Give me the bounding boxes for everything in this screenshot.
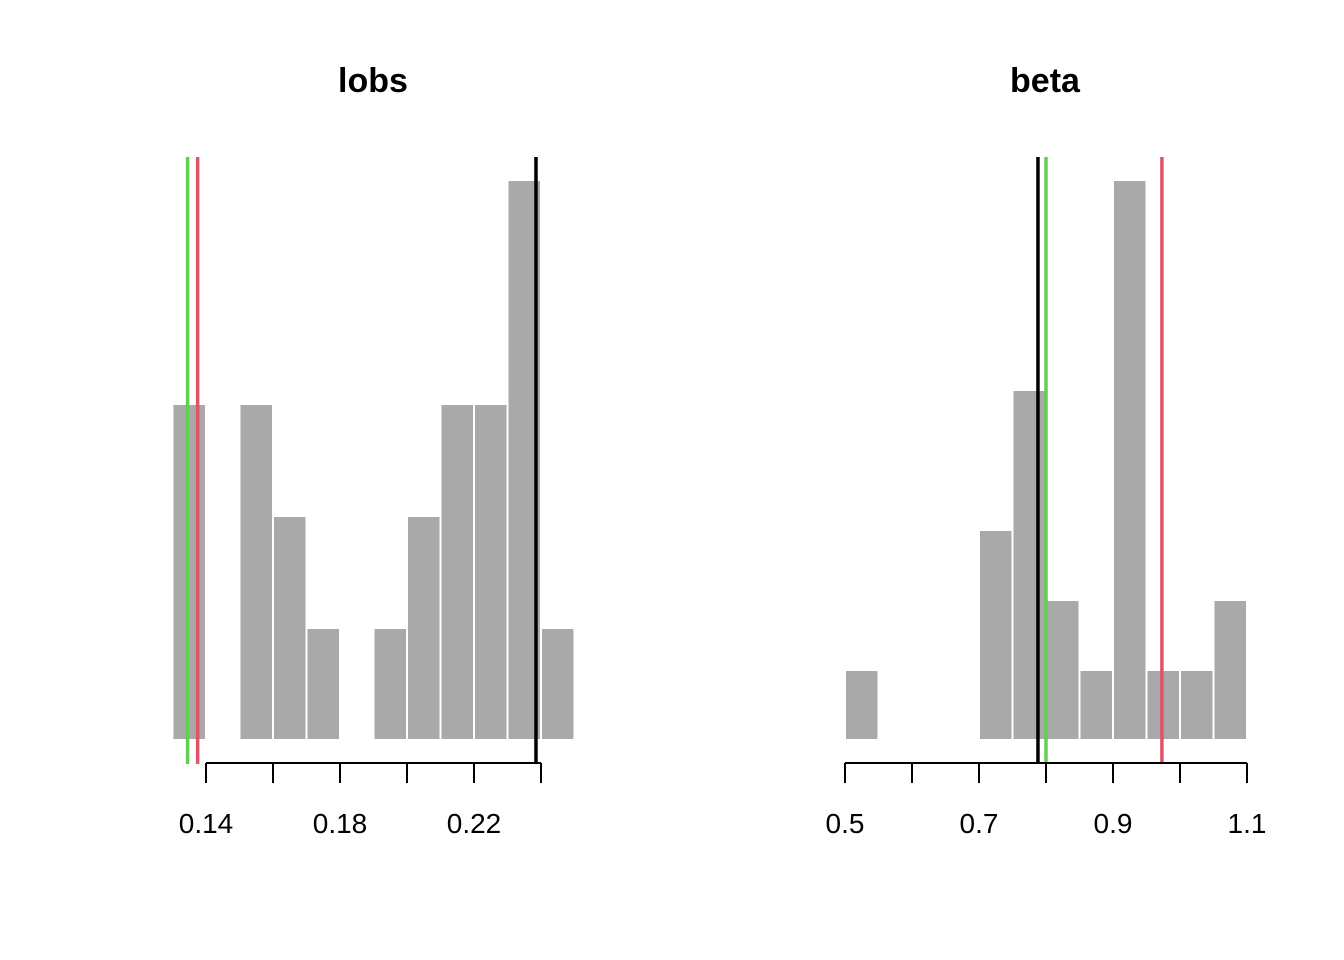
reference-lines-beta	[1036, 157, 1164, 764]
histogram-bar-lobs-7	[406, 515, 442, 741]
histogram-bar-beta-7	[1078, 669, 1114, 741]
panel-lobs: lobs 0.14 0.18 0.22	[171, 62, 576, 839]
bars-lobs	[171, 179, 576, 741]
histogram-bar-beta-5	[1011, 389, 1047, 741]
histogram-bar-beta-11	[1212, 599, 1248, 741]
chart-title-beta: beta	[1010, 62, 1081, 100]
histogram-bar-lobs-11	[540, 627, 576, 741]
x-tick-label-lobs-1: 0.18	[313, 808, 368, 839]
bars-beta	[844, 179, 1248, 741]
histogram-bar-beta-8	[1112, 179, 1148, 741]
histogram-bar-beta-4	[978, 529, 1014, 741]
x-tick-label-lobs-2: 0.22	[447, 808, 502, 839]
x-tick-label-beta-0: 0.5	[826, 808, 865, 839]
x-tick-label-beta-1: 0.7	[960, 808, 999, 839]
chart-title-lobs: lobs	[338, 62, 408, 100]
histogram-bar-lobs-3	[272, 515, 308, 741]
x-axis-lobs: 0.14 0.18 0.22	[179, 762, 542, 839]
histogram-bar-beta-0	[844, 669, 880, 741]
panel-beta: beta 0.5 0.7 0.9 1.1	[826, 62, 1267, 839]
histogram-bar-lobs-9	[473, 403, 509, 741]
histogram-bar-beta-10	[1179, 669, 1215, 741]
x-tick-label-beta-2: 0.9	[1094, 808, 1133, 839]
x-tick-label-lobs-0: 0.14	[179, 808, 234, 839]
histogram-bar-lobs-4	[305, 627, 341, 741]
x-tick-label-beta-3: 1.1	[1228, 808, 1267, 839]
histogram-bar-beta-6	[1045, 599, 1081, 741]
histogram-bar-lobs-2	[238, 403, 274, 741]
histogram-bar-lobs-6	[372, 627, 408, 741]
histogram-bar-lobs-8	[439, 403, 475, 741]
reference-lines-lobs	[185, 157, 538, 764]
x-axis-beta: 0.5 0.7 0.9 1.1	[826, 762, 1267, 839]
